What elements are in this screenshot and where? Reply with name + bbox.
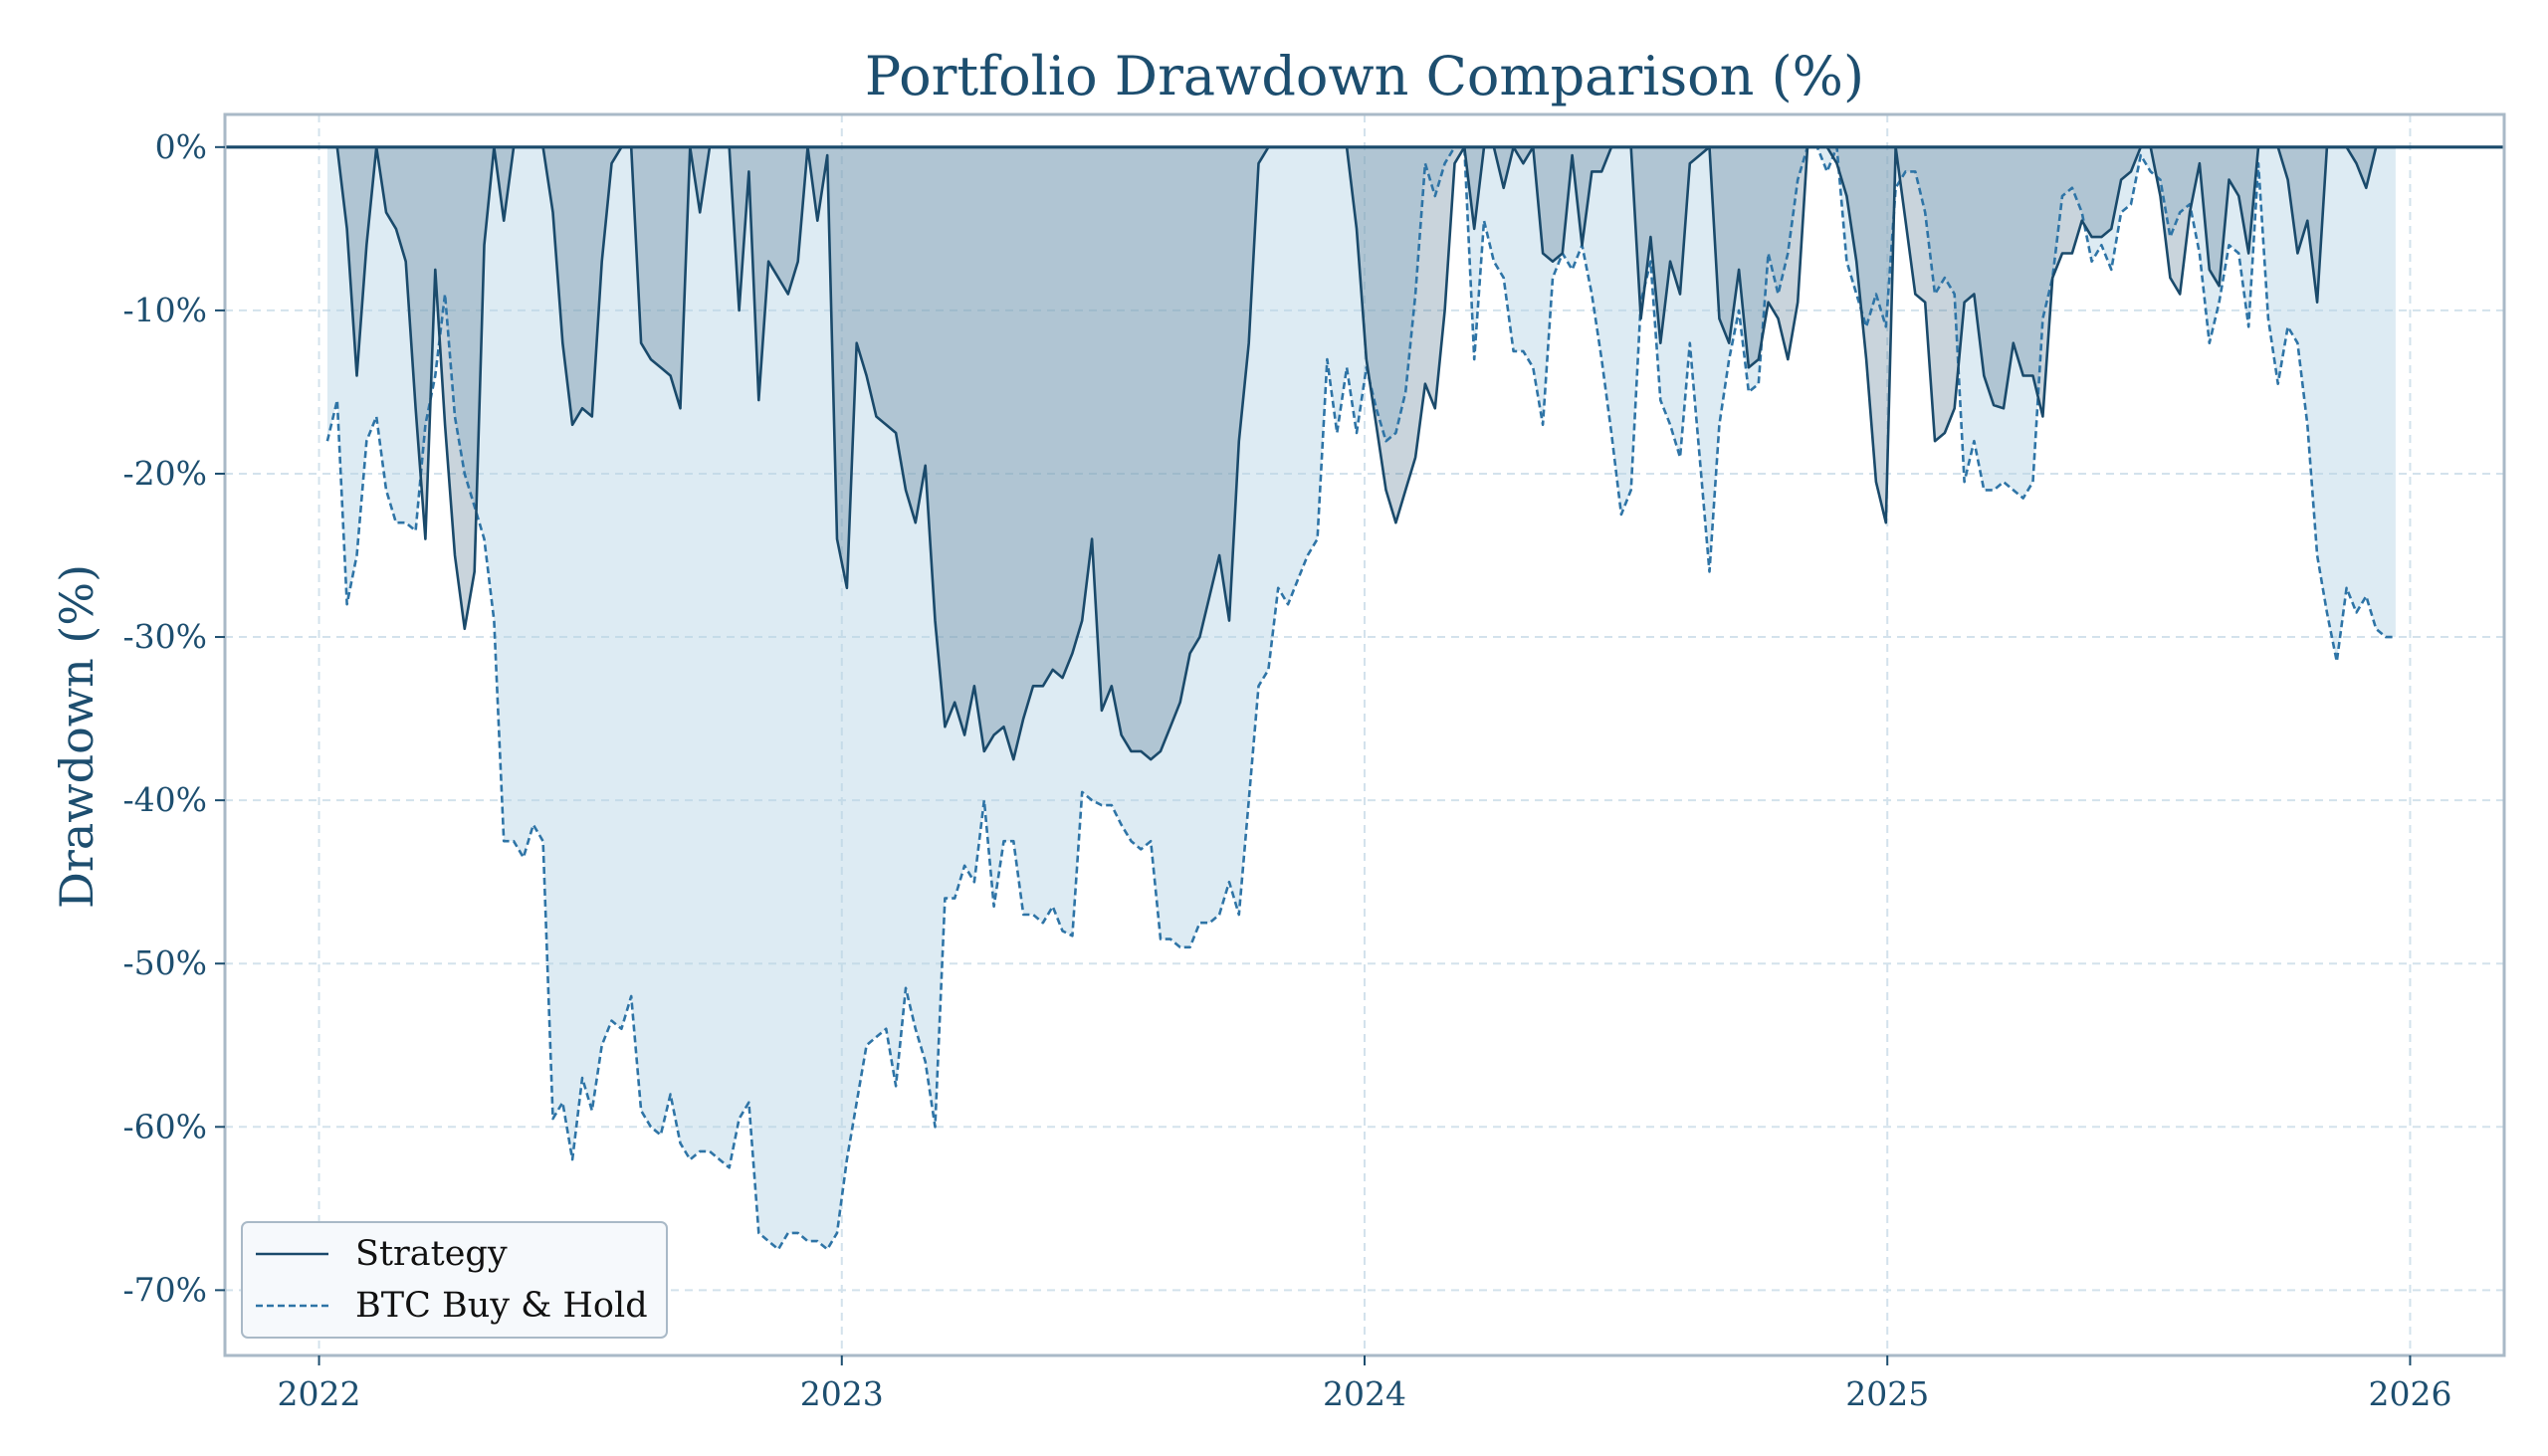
y-tick-label: 0% [155, 127, 207, 166]
y-axis-label: Drawdown (%) [50, 564, 104, 909]
y-tick-label: -20% [123, 454, 208, 493]
y-tick-label: -50% [123, 943, 208, 982]
btc-fill-area [326, 146, 2396, 1250]
x-tick-label: 2022 [278, 1374, 361, 1413]
chart-title: Portfolio Drawdown Comparison (%) [865, 45, 1864, 107]
y-tick-label: -60% [123, 1107, 208, 1145]
x-tick-label: 2026 [2368, 1374, 2451, 1413]
strategy-line [326, 145, 2396, 761]
y-axis-ticks: 0% -10% -20% -30% -40% -50% -60% -70% [123, 127, 225, 1309]
y-tick-label: -10% [123, 291, 208, 329]
legend-label: BTC Buy & Hold [355, 1286, 648, 1326]
x-tick-label: 2025 [1845, 1374, 1929, 1413]
y-tick-label: -30% [123, 617, 208, 656]
y-tick-label: -70% [123, 1270, 208, 1309]
legend-box [241, 1221, 668, 1339]
y-tick-label: -40% [123, 780, 208, 819]
x-tick-label: 2023 [800, 1374, 884, 1413]
x-tick-label: 2024 [1323, 1374, 1406, 1413]
series-lines [225, 145, 2504, 1251]
legend-label: Strategy [355, 1234, 508, 1274]
legend: Strategy BTC Buy & Hold [241, 1221, 668, 1339]
x-axis-ticks: 2022 2023 2024 2025 2026 [278, 1355, 2451, 1413]
